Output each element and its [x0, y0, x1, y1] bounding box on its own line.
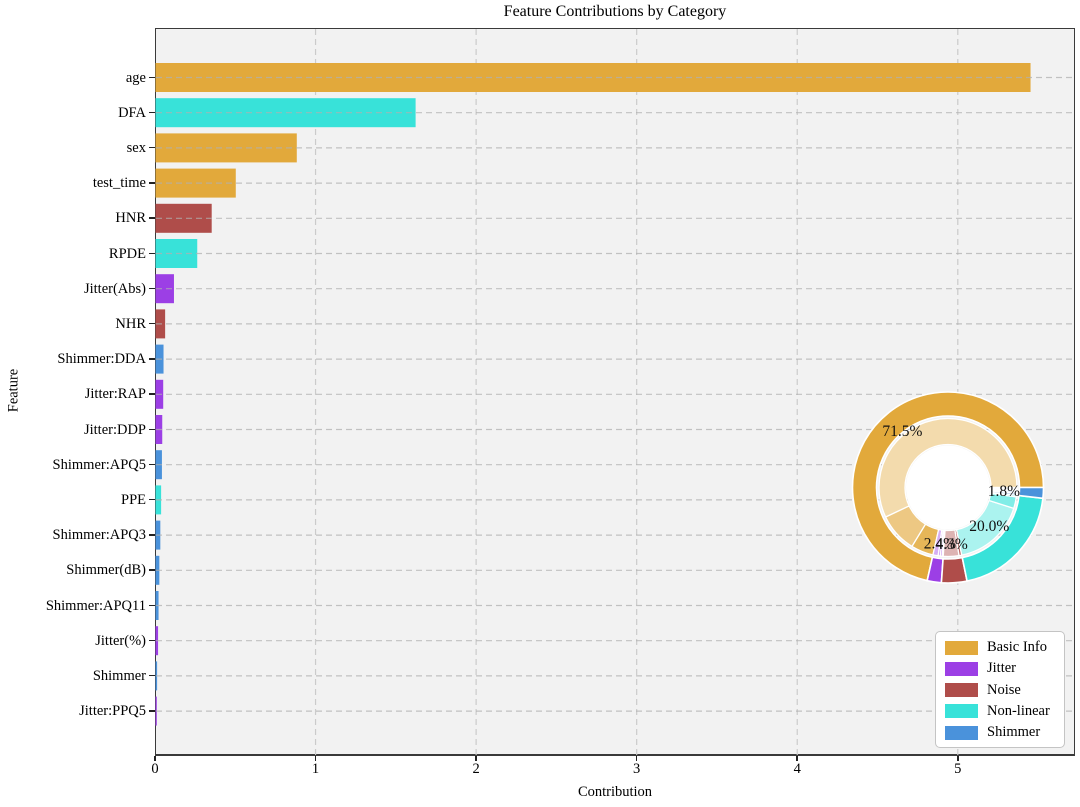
xtick-mark-1: [314, 756, 317, 761]
x-axis-label: Contribution: [577, 784, 653, 800]
legend-label-Shimmer: Shimmer: [987, 724, 1041, 740]
ytick-mark-age: [149, 76, 155, 79]
donut-outer-slice-Shimmer: [1018, 486, 1045, 500]
legend-label-Noise: Noise: [987, 681, 1021, 698]
bar-Jitter(Abs): [155, 274, 174, 304]
ytick-mark-RPDE: [149, 252, 155, 255]
xtick-mark-0: [154, 756, 156, 761]
xtick-label-1: 1: [311, 761, 320, 777]
legend: Basic Info Jitter Noise Non-linear Shimmer: [935, 631, 1065, 748]
xtick-label-5: 5: [954, 761, 962, 777]
ytick-label-Jitter:DDP: Jitter:DDP: [83, 421, 146, 438]
xtick-mark-5: [956, 756, 959, 761]
xtick-label-2: 2: [472, 761, 480, 777]
bar-chart-with-donut-inset: 71.5% 2.4%4.3%20.0% 1.8%: [155, 29, 1074, 755]
chart-title: Feature Contributions by Category: [503, 3, 727, 20]
ytick-label-Jitter(Abs): Jitter(Abs): [83, 280, 146, 297]
ytick-label-DFA: DFA: [118, 104, 146, 121]
xtick-mark-4: [796, 756, 799, 761]
ytick-mark-PPE: [149, 498, 155, 501]
ytick-label-HNR: HNR: [115, 210, 146, 227]
xtick-label-4: 4: [793, 761, 801, 777]
xtick-label-0: 0: [151, 761, 159, 777]
legend-swatch-Shimmer: [945, 725, 978, 740]
ytick-mark-Shimmer(dB): [149, 569, 155, 571]
ytick-label-Shimmer:APQ11: Shimmer:APQ11: [45, 597, 146, 614]
ytick-mark-test_time: [149, 182, 155, 184]
xtick-mark-2: [475, 756, 477, 761]
donut-pct-label-Noise: 4.3%: [936, 536, 968, 553]
ytick-mark-Shimmer:APQ3: [149, 534, 155, 536]
ytick-label-NHR: NHR: [115, 315, 146, 332]
ytick-label-RPDE: RPDE: [108, 245, 146, 262]
ytick-mark-sex: [149, 146, 155, 149]
ytick-mark-Jitter:PPQ5: [149, 710, 155, 712]
ytick-mark-HNR: [149, 217, 155, 219]
ytick-label-Jitter:RAP: Jitter:RAP: [84, 386, 146, 403]
bar-HNR: [155, 203, 212, 233]
donut-inner-slice-age: [878, 417, 1018, 518]
ytick-mark-Shimmer:DDA: [149, 358, 155, 360]
ytick-label-Jitter:PPQ5: Jitter:PPQ5: [79, 703, 146, 720]
ytick-label-Jitter(%): Jitter(%): [95, 632, 146, 649]
donut-hole: [906, 445, 990, 530]
legend-swatch-Noise: [945, 683, 978, 697]
legend-item-Shimmer: Shimmer: [945, 724, 1055, 741]
ytick-mark-Shimmer:APQ11: [149, 604, 155, 607]
ytick-label-Shimmer(dB): Shimmer(dB): [66, 562, 146, 579]
ytick-mark-DFA: [149, 111, 155, 114]
donut-outer-slice-Basic Info: [851, 391, 1045, 582]
ytick-label-sex: sex: [126, 139, 146, 156]
ytick-label-Shimmer:APQ5: Shimmer:APQ5: [52, 456, 146, 473]
ytick-label-age: age: [125, 69, 146, 86]
ytick-label-test_time: test_time: [92, 175, 146, 192]
ytick-mark-Jitter:DDP: [149, 428, 155, 431]
ytick-label-Shimmer:DDA: Shimmer:DDA: [57, 351, 146, 368]
donut-pct-label-Shimmer: 1.8%: [988, 483, 1020, 500]
ytick-label-PPE: PPE: [121, 491, 146, 508]
ytick-mark-Shimmer:APQ5: [149, 463, 155, 466]
xtick-label-3: 3: [633, 761, 641, 777]
legend-item-Basic Info: Basic Info: [945, 639, 1055, 656]
plot-area: [155, 28, 1075, 756]
ytick-label-Shimmer:APQ3: Shimmer:APQ3: [52, 527, 146, 544]
xtick-mark-3: [635, 756, 638, 761]
ytick-label-Shimmer: Shimmer: [92, 667, 146, 684]
donut-pct-label-Jitter: 2.4%: [924, 535, 956, 552]
legend-item-Jitter: Jitter: [945, 660, 1055, 677]
legend-swatch-Jitter: [945, 661, 978, 676]
donut-pct-label-Basic Info: 71.5%: [882, 423, 922, 440]
legend-label-Jitter: Jitter: [987, 660, 1016, 677]
legend-swatch-Basic Info: [945, 640, 978, 655]
ytick-mark-Jitter(%): [149, 639, 155, 642]
ytick-mark-Jitter(Abs): [149, 287, 155, 290]
legend-label-Non-linear: Non-linear: [987, 702, 1050, 719]
legend-item-Non-linear: Non-linear: [945, 703, 1055, 720]
ytick-mark-NHR: [149, 322, 155, 325]
legend-item-Noise: Noise: [945, 682, 1055, 699]
donut-pct-label-Non-linear: 20.0%: [969, 518, 1009, 535]
ytick-mark-Shimmer: [149, 674, 155, 677]
legend-label-Basic Info: Basic Info: [987, 639, 1047, 655]
ytick-mark-Jitter:RAP: [149, 393, 155, 395]
legend-swatch-Non-linear: [945, 704, 978, 719]
